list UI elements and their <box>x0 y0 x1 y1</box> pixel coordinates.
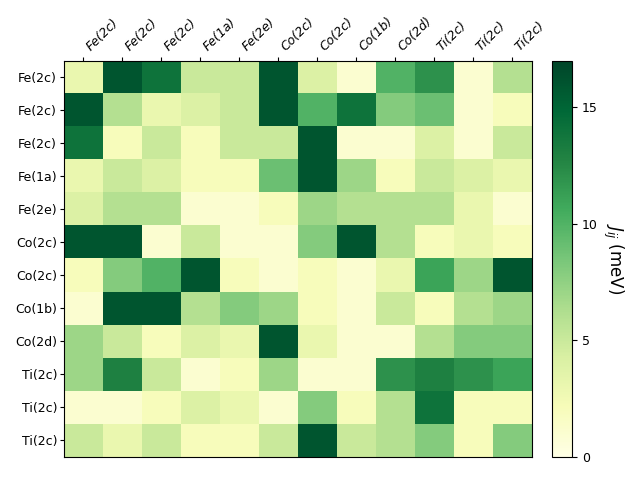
Y-axis label: $J_{ij}$ (meV): $J_{ij}$ (meV) <box>602 223 625 295</box>
